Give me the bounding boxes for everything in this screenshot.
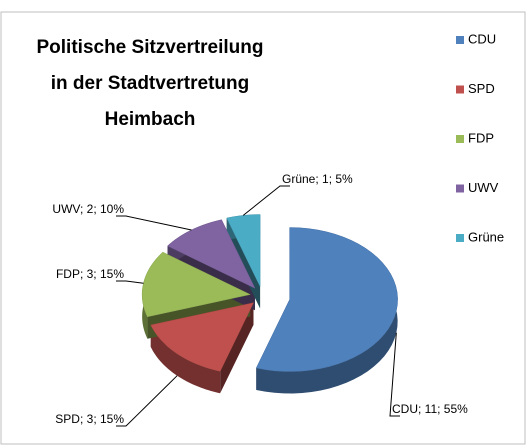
- pie-slice: [150, 302, 254, 372]
- leader-line: [116, 215, 192, 231]
- data-label: CDU; 11; 55%: [392, 402, 468, 416]
- slice-side: [150, 325, 221, 394]
- legend-swatch: [456, 135, 464, 143]
- pie-slice: [255, 227, 398, 372]
- pie-slice: [226, 214, 261, 287]
- legend-label: SPD: [468, 81, 495, 96]
- chart-title: in der Stadtvertretung: [51, 73, 249, 94]
- leader-line: [116, 280, 144, 284]
- chart-title: Heimbach: [105, 109, 196, 130]
- legend-label: UWV: [468, 180, 499, 195]
- pie-tops: [141, 214, 398, 372]
- leader-line: [116, 375, 178, 427]
- legend-swatch: [456, 184, 464, 193]
- legend-swatch: [456, 36, 464, 44]
- data-label: FDP; 3; 15%: [56, 267, 124, 281]
- data-label: UWV; 2; 10%: [52, 202, 124, 216]
- leader-line: [389, 332, 400, 417]
- slice-side: [256, 227, 398, 394]
- data-label: Grüne; 1; 5%: [282, 172, 353, 186]
- legend-swatch: [456, 85, 464, 94]
- pie-slice: [167, 219, 256, 289]
- legend-label: FDP: [468, 130, 494, 145]
- legend-label: CDU: [468, 31, 496, 46]
- leader-line: [242, 185, 290, 216]
- legend-swatch: [456, 234, 464, 242]
- legend-label: Grüne: [468, 229, 504, 244]
- data-label: SPD; 3; 15%: [55, 412, 124, 426]
- chart-title: Politische Sitzvertreilung: [37, 37, 264, 58]
